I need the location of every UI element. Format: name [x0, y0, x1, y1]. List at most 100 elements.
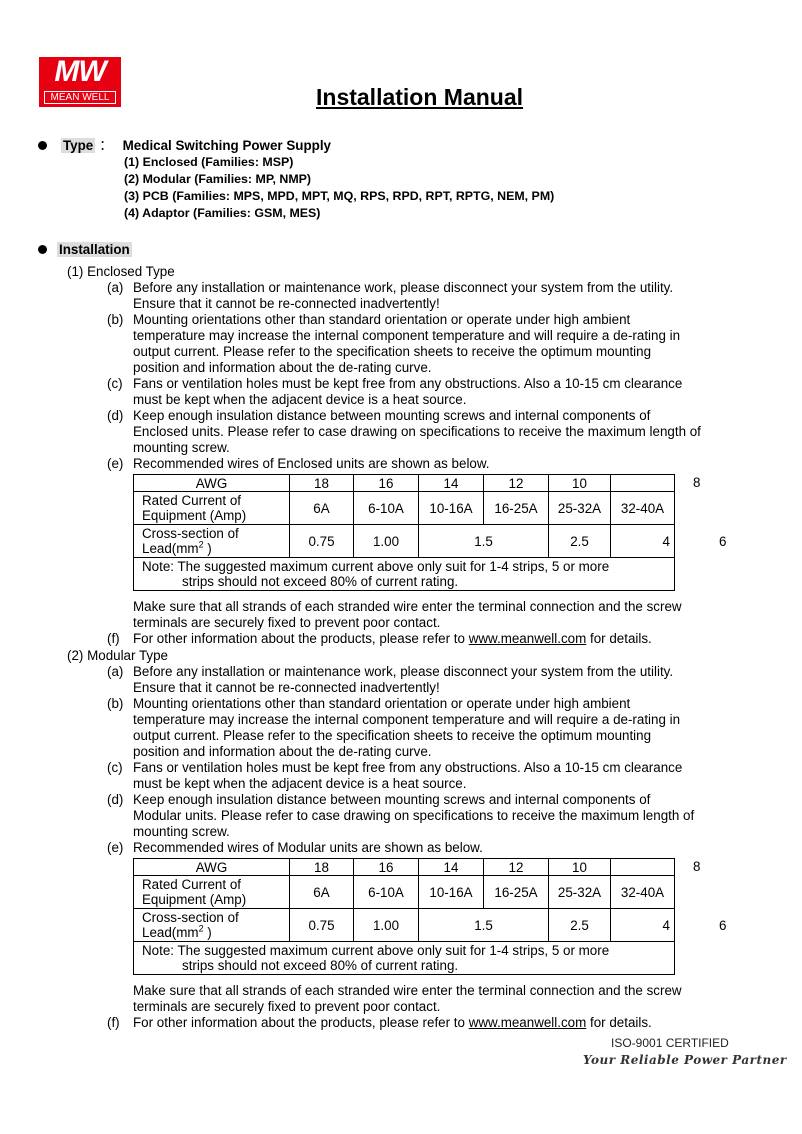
item-text: mounting screw.: [133, 440, 230, 455]
item-marker: (f): [107, 631, 120, 646]
item-text: temperature may increase the internal co…: [133, 328, 681, 343]
current-cell: 6A: [289, 491, 354, 525]
after-text: Make sure that all strands of each stran…: [133, 983, 682, 998]
cross-label-text: Lead(mm: [142, 925, 199, 940]
item-marker: (e): [107, 456, 124, 471]
current-cell: 6-10A: [353, 491, 419, 525]
cross-cell: 0.75: [289, 908, 354, 942]
item-text: Recommended wires of Modular units are s…: [133, 840, 483, 855]
current-label-line: Rated Current of: [142, 493, 241, 508]
after-text: terminals are securely fixed to prevent …: [133, 999, 441, 1014]
item-text: Before any installation or maintenance w…: [133, 280, 674, 295]
type-item: (2) Modular (Families: MP, NMP): [124, 172, 312, 186]
item-text: Fans or ventilation holes must be kept f…: [133, 376, 683, 391]
awg-cell: 14: [418, 474, 484, 492]
cross-section-label: Cross-section of Lead(mm2 ): [133, 908, 290, 942]
current-cell: 6-10A: [353, 875, 419, 909]
current-label: Rated Current of Equipment (Amp): [133, 875, 290, 909]
item-text: Ensure that it cannot be re-connected in…: [133, 680, 440, 695]
superscript: 2: [198, 539, 204, 550]
item-text: Fans or ventilation holes must be kept f…: [133, 760, 683, 775]
meanwell-link[interactable]: www.meanwell.com: [468, 1015, 587, 1030]
current-label: Rated Current of Equipment (Amp): [133, 491, 290, 525]
current-cell: 6A: [289, 875, 354, 909]
cross-cell: 1.5: [418, 524, 549, 558]
text: For other information about the products…: [133, 1015, 469, 1030]
text: For other information about the products…: [133, 631, 469, 646]
item-marker: (b): [107, 696, 124, 711]
current-cell: 25-32A: [548, 875, 611, 909]
current-cell: 32-40A: [610, 875, 675, 909]
awg-cell: 14: [418, 858, 484, 876]
cross-label-text: Lead(mm: [142, 541, 199, 556]
item-marker: (b): [107, 312, 124, 327]
item-marker: (a): [107, 664, 124, 679]
item-marker: (d): [107, 792, 124, 807]
cross-cell: 0.75: [289, 524, 354, 558]
awg-cell: 10: [548, 858, 611, 876]
type-label: Type: [61, 138, 96, 153]
bullet-icon: [38, 141, 47, 150]
mean-well-logo: MW MEAN WELL: [39, 55, 121, 107]
text: for details.: [586, 1015, 652, 1030]
item-marker: (c): [107, 760, 123, 775]
item-marker: (e): [107, 840, 124, 855]
item-marker: (a): [107, 280, 124, 295]
current-cell: 25-32A: [548, 491, 611, 525]
type-colon: ：: [99, 138, 113, 153]
installation-label: Installation: [57, 242, 132, 257]
after-text: Make sure that all strands of each stran…: [133, 599, 682, 614]
text: for details.: [586, 631, 652, 646]
type-line: Type： Medical Switching Power Supply: [61, 138, 331, 154]
current-label-line: Equipment (Amp): [142, 508, 247, 523]
item-text: For other information about the products…: [133, 631, 652, 647]
awg-header: AWG: [133, 858, 290, 876]
cross-cell: 4: [610, 908, 675, 942]
current-cell: 16-25A: [483, 491, 549, 525]
bullet-icon: [38, 245, 47, 254]
awg-cell: [610, 474, 675, 492]
type-item: (4) Adaptor (Families: GSM, MES): [124, 206, 321, 220]
item-marker: (d): [107, 408, 124, 423]
wire-table: AWG 18 16 14 12 10 Rated Current of Equipment (…: [133, 858, 675, 975]
cross-cell: 1.00: [353, 524, 419, 558]
item-text: Keep enough insulation distance between …: [133, 408, 651, 423]
meanwell-link[interactable]: www.meanwell.com: [468, 631, 587, 646]
current-label-line: Equipment (Amp): [142, 892, 247, 907]
after-text: terminals are securely fixed to prevent …: [133, 615, 441, 630]
cross-cell: 1.5: [418, 908, 549, 942]
item-text: Mounting orientations other than standar…: [133, 312, 631, 327]
slogan: Your Reliable Power Partner: [583, 1053, 787, 1067]
table-note: Note: The suggested maximum current abov…: [133, 941, 675, 975]
superscript: 2: [198, 923, 204, 934]
type-item: (1) Enclosed (Families: MSP): [124, 155, 294, 169]
cross-cell: 2.5: [548, 908, 611, 942]
type-value: Medical Switching Power Supply: [122, 138, 331, 153]
wire-table: AWG 18 16 14 12 10 Rated Current of Equipment (…: [133, 474, 675, 591]
item-text: For other information about the products…: [133, 1015, 652, 1031]
logo-mark: MW: [54, 55, 106, 88]
item-marker: (f): [107, 1015, 120, 1030]
item-marker: (c): [107, 376, 123, 391]
item-text: Keep enough insulation distance between …: [133, 792, 651, 807]
note-line: strips should not exceed 80% of current …: [182, 958, 459, 973]
awg-cell: 16: [353, 474, 419, 492]
item-text: temperature may increase the internal co…: [133, 712, 681, 727]
cross-outside: 6: [719, 534, 727, 549]
item-text: Ensure that it cannot be re-connected in…: [133, 296, 440, 311]
awg-outside: 8: [693, 859, 701, 874]
cross-cell: 2.5: [548, 524, 611, 558]
item-text: position and information about the de-ra…: [133, 744, 432, 759]
current-cell: 10-16A: [418, 875, 484, 909]
item-text: must be kept when the adjacent device is…: [133, 776, 467, 791]
awg-cell: 16: [353, 858, 419, 876]
awg-cell: [610, 858, 675, 876]
logo-text: MEAN WELL: [44, 91, 116, 104]
awg-header: AWG: [133, 474, 290, 492]
current-cell: 32-40A: [610, 491, 675, 525]
table-note: Note: The suggested maximum current abov…: [133, 557, 675, 591]
section-heading: (2) Modular Type: [67, 648, 168, 663]
cross-cell: 4: [610, 524, 675, 558]
awg-cell: 12: [483, 474, 549, 492]
